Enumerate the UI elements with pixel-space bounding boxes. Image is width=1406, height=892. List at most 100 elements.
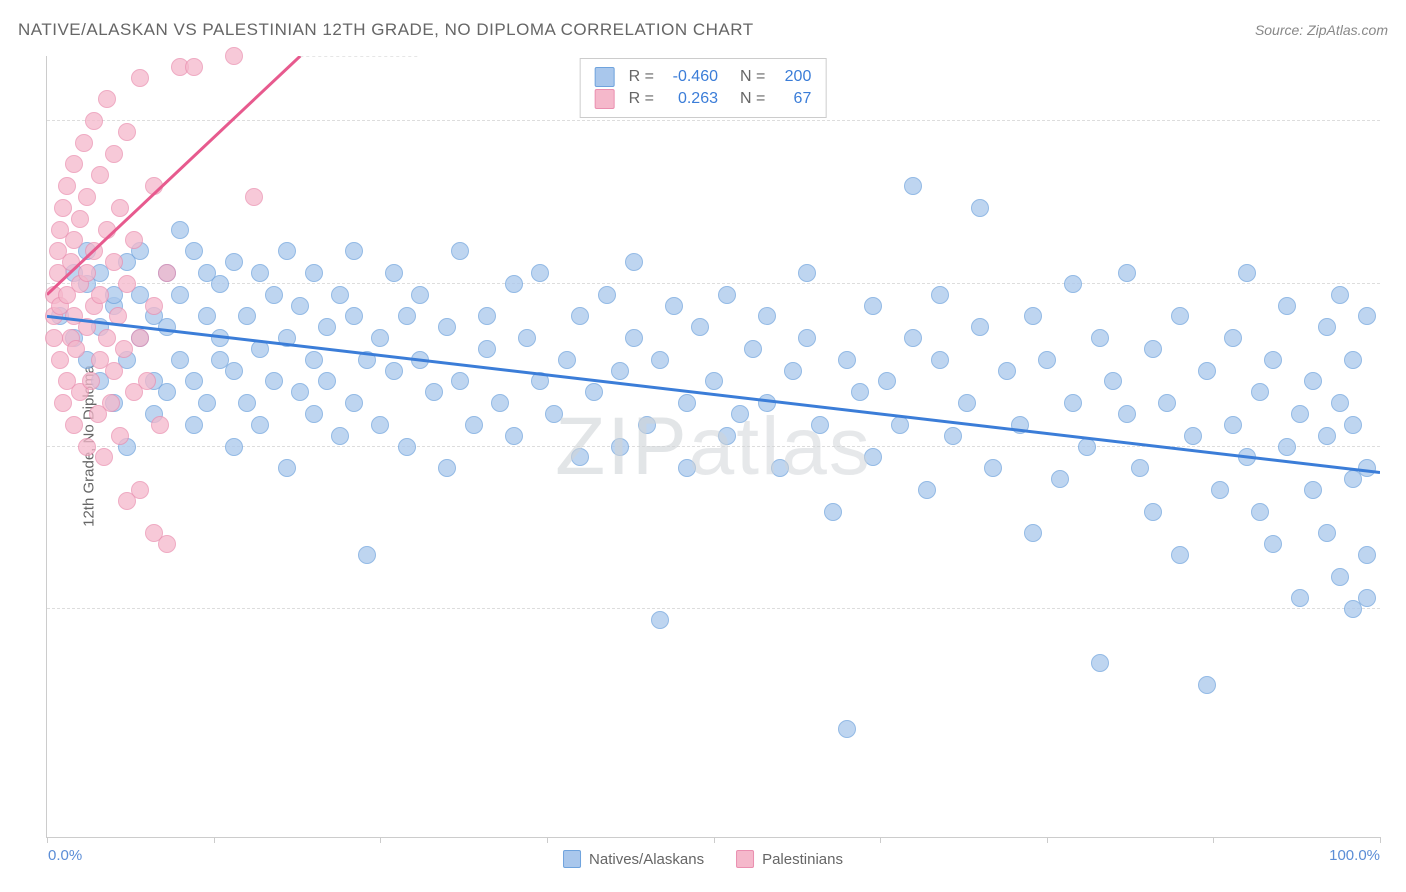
chart-source: Source: ZipAtlas.com	[1255, 22, 1388, 38]
data-point	[1078, 438, 1096, 456]
data-point	[85, 112, 103, 130]
data-point	[125, 231, 143, 249]
data-point	[158, 318, 176, 336]
data-point	[238, 307, 256, 325]
data-point	[1291, 405, 1309, 423]
correlation-legend: R =-0.460N =200R =0.263N =67	[580, 58, 827, 118]
data-point	[665, 297, 683, 315]
data-point	[1091, 654, 1109, 672]
data-point	[598, 286, 616, 304]
data-point	[111, 199, 129, 217]
data-point	[1251, 503, 1269, 521]
data-point	[211, 329, 229, 347]
data-point	[331, 427, 349, 445]
data-point	[245, 188, 263, 206]
data-point	[78, 318, 96, 336]
data-point	[625, 253, 643, 271]
data-point	[838, 351, 856, 369]
data-point	[158, 264, 176, 282]
data-point	[1198, 676, 1216, 694]
data-point	[78, 438, 96, 456]
data-point	[904, 177, 922, 195]
data-point	[238, 394, 256, 412]
data-point	[451, 372, 469, 390]
data-point	[1358, 307, 1376, 325]
data-point	[265, 286, 283, 304]
data-point	[851, 383, 869, 401]
data-point	[491, 394, 509, 412]
stat-n-label: N =	[740, 90, 765, 108]
data-point	[478, 340, 496, 358]
y-tick-label: 92.5%	[1390, 258, 1406, 275]
data-point	[1144, 340, 1162, 358]
x-tick	[214, 837, 215, 843]
data-point	[1251, 383, 1269, 401]
data-point	[718, 427, 736, 445]
data-point	[171, 286, 189, 304]
data-point	[1264, 535, 1282, 553]
data-point	[198, 307, 216, 325]
data-point	[1264, 351, 1282, 369]
x-tick	[380, 837, 381, 843]
data-point	[145, 297, 163, 315]
data-point	[1331, 394, 1349, 412]
data-point	[478, 307, 496, 325]
x-axis-min-label: 0.0%	[48, 847, 82, 864]
data-point	[305, 264, 323, 282]
data-point	[95, 448, 113, 466]
data-point	[385, 362, 403, 380]
stat-r-value: 0.263	[662, 90, 718, 108]
data-point	[944, 427, 962, 445]
data-point	[678, 459, 696, 477]
data-point	[251, 340, 269, 358]
stat-r-label: R =	[629, 68, 654, 86]
data-point	[305, 405, 323, 423]
data-point	[864, 448, 882, 466]
data-point	[358, 351, 376, 369]
x-tick	[1380, 837, 1381, 843]
legend-swatch	[595, 67, 615, 87]
data-point	[531, 372, 549, 390]
data-point	[65, 416, 83, 434]
grid-line-h	[47, 446, 1380, 447]
data-point	[438, 318, 456, 336]
data-point	[102, 394, 120, 412]
data-point	[1131, 459, 1149, 477]
data-point	[331, 286, 349, 304]
data-point	[211, 275, 229, 293]
data-point	[1118, 405, 1136, 423]
data-point	[1291, 589, 1309, 607]
data-point	[718, 286, 736, 304]
data-point	[358, 546, 376, 564]
data-point	[1064, 275, 1082, 293]
data-point	[784, 362, 802, 380]
plot-area: ZIPatlas 77.5%85.0%92.5%100.0%	[46, 56, 1380, 838]
data-point	[278, 242, 296, 260]
data-point	[345, 307, 363, 325]
data-point	[398, 438, 416, 456]
chart-header: NATIVE/ALASKAN VS PALESTINIAN 12TH GRADE…	[18, 20, 1388, 40]
data-point	[651, 351, 669, 369]
data-point	[558, 351, 576, 369]
data-point	[1038, 351, 1056, 369]
data-point	[398, 307, 416, 325]
grid-line-h	[47, 120, 1380, 121]
data-point	[278, 459, 296, 477]
correlation-legend-row: R =-0.460N =200	[595, 67, 812, 87]
data-point	[158, 383, 176, 401]
data-point	[145, 177, 163, 195]
data-point	[225, 253, 243, 271]
data-point	[811, 416, 829, 434]
data-point	[305, 351, 323, 369]
data-point	[1238, 264, 1256, 282]
data-point	[185, 58, 203, 76]
data-point	[91, 166, 109, 184]
data-point	[118, 123, 136, 141]
x-tick	[1047, 837, 1048, 843]
trend-lines	[47, 56, 1380, 837]
data-point	[971, 199, 989, 217]
data-point	[91, 286, 109, 304]
data-point	[798, 264, 816, 282]
data-point	[1144, 503, 1162, 521]
data-point	[111, 427, 129, 445]
